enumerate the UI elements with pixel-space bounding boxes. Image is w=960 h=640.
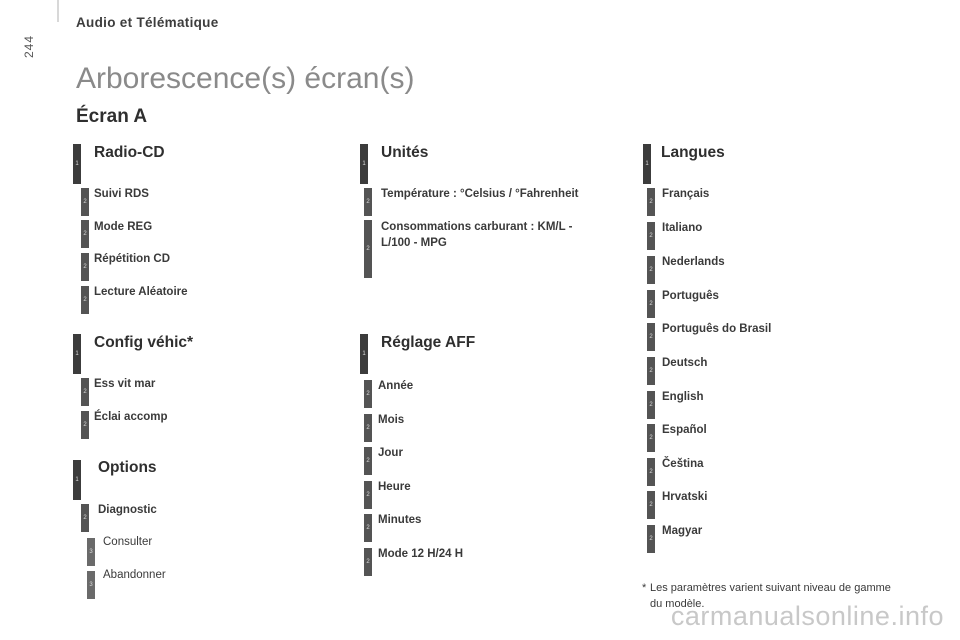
level-marker: 1 [73,144,81,184]
menu-item-mode-12-24: Mode 12 H/24 H [378,548,463,560]
menu-unites: Unités [381,144,429,161]
menu-item-hrvatski: Hrvatski [662,491,708,503]
menu-item-english: English [662,391,704,403]
level-marker: 2 [647,525,655,553]
level-marker: 2 [647,188,655,216]
level-marker: 2 [647,290,655,318]
footnote-text: Les paramètres varient suivant niveau de… [650,582,891,610]
level-marker: 2 [364,481,372,509]
menu-item-deutsch: Deutsch [662,357,708,369]
menu-item-cestina: Čeština [662,458,704,470]
level-marker: 2 [364,548,372,576]
level-marker: 2 [364,514,372,542]
menu-item-portugues: Português [662,290,719,302]
menu-reglage-aff: Réglage AFF [381,334,476,351]
menu-item-consommations: Consommations carburant : KM/L - L/100 -… [381,221,573,249]
menu-item-eclai-accomp: Éclai accomp [94,411,168,423]
level-marker: 1 [360,144,368,184]
menu-item-mois: Mois [378,414,405,426]
level-marker: 1 [360,334,368,374]
level-marker: 2 [81,411,89,439]
level-marker: 1 [73,334,81,374]
page-number: 244 [22,34,36,58]
menu-item-francais: Français [662,188,710,200]
level-marker: 2 [81,378,89,406]
level-marker: 2 [364,380,372,408]
level-marker: 2 [647,222,655,250]
menu-item-minutes: Minutes [378,514,422,526]
menu-item-mode-reg: Mode REG [94,221,153,233]
level-marker: 2 [647,357,655,385]
menu-radio-cd: Radio-CD [94,144,165,161]
level-marker: 2 [364,447,372,475]
level-marker: 2 [81,286,89,314]
footnote: * Les paramètres varient suivant niveau … [642,580,902,612]
level-marker: 2 [364,414,372,442]
menu-item-heure: Heure [378,481,411,493]
menu-item-magyar: Magyar [662,525,703,537]
level-marker: 2 [81,504,89,532]
menu-item-jour: Jour [378,447,403,459]
menu-item-temperature: Température : °Celsius / °Fahrenheit [381,188,579,200]
watermark: carmanualsonline.info [670,601,944,631]
level-marker: 2 [647,323,655,351]
section-title: Écran A [76,106,148,127]
menu-item-consulter: Consulter [103,536,153,548]
menu-config-vehic: Config véhic* [94,334,194,351]
level-marker: 2 [81,220,89,248]
header-rule [57,0,59,22]
level-marker: 2 [647,391,655,419]
menu-item-annee: Année [378,380,414,392]
level-marker: 3 [87,571,95,599]
level-marker: 1 [73,460,81,500]
menu-item-italiano: Italiano [662,222,703,234]
level-marker: 2 [81,188,89,216]
menu-item-ess-vit-mar: Ess vit mar [94,378,156,390]
menu-item-diagnostic: Diagnostic [98,504,157,516]
level-marker: 2 [364,188,372,216]
level-marker: 2 [647,491,655,519]
menu-item-nederlands: Nederlands [662,256,725,268]
menu-item-lecture-aleatoire: Lecture Aléatoire [94,286,188,298]
level-marker: 2 [81,253,89,281]
menu-item-espanol: Español [662,424,707,436]
level-marker: 2 [647,424,655,452]
level-marker: 1 [643,144,651,184]
level-marker: 2 [364,220,372,278]
footnote-star: * [642,582,647,594]
level-marker: 2 [647,256,655,284]
menu-item-repetition-cd: Répétition CD [94,253,171,265]
menu-item-portugues-brasil: Português do Brasil [662,323,772,335]
menu-item-abandonner: Abandonner [103,569,166,581]
level-marker: 3 [87,538,95,566]
menu-langues: Langues [661,144,725,161]
page-title: Arborescence(s) écran(s) [76,62,415,95]
level-marker: 2 [647,458,655,486]
menu-item-suivi-rds: Suivi RDS [94,188,149,200]
menu-options: Options [98,459,157,476]
chapter-header: Audio et Télématique [76,15,219,30]
